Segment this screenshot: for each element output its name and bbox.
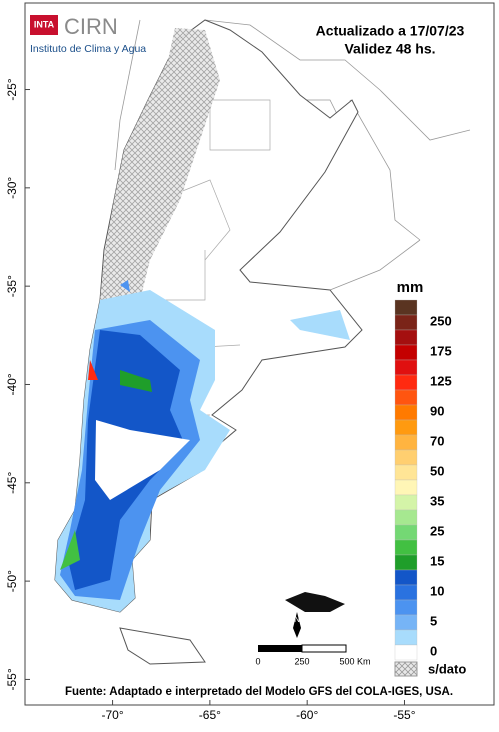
malvinas	[285, 592, 345, 612]
updated: Actualizado a 17/07/23	[316, 23, 465, 39]
legend-swatch	[394, 329, 418, 346]
legend-swatch	[394, 584, 418, 601]
legend-swatch	[394, 539, 418, 556]
legend-label: 50	[430, 463, 444, 478]
legend-swatch	[394, 524, 418, 541]
logo-name: CIRN	[64, 14, 118, 39]
legend-swatch	[394, 509, 418, 526]
legend-swatch	[394, 614, 418, 631]
tierra-del-fuego	[119, 627, 206, 665]
legend-swatch	[394, 464, 418, 481]
north-label: N	[294, 615, 300, 624]
legend-label: 175	[430, 343, 452, 358]
legend-label: 70	[430, 433, 444, 448]
lon-label: -70°	[101, 708, 123, 722]
no-data-area	[100, 28, 220, 330]
legend-swatch	[394, 419, 418, 436]
legend-swatch	[394, 554, 418, 571]
legend-label: 25	[430, 523, 444, 538]
nodata-label: s/dato	[428, 661, 466, 676]
precip-fields	[55, 280, 350, 612]
legend-label: 250	[430, 313, 452, 328]
legend-label: 0	[430, 643, 437, 658]
legend-swatch	[394, 314, 418, 331]
logo-subtitle: Instituto de Clima y Agua	[30, 43, 146, 55]
scale-label: 0	[255, 656, 260, 666]
scale-label: 250	[294, 656, 309, 666]
legend-label: 10	[430, 583, 444, 598]
legend-swatch	[394, 389, 418, 406]
legend-swatch	[394, 644, 418, 661]
lat-label: -35°	[5, 275, 19, 297]
north-arrow	[293, 612, 301, 638]
scale-label: 500 Km	[339, 656, 370, 666]
lon-label: -65°	[199, 708, 221, 722]
legend-swatch	[394, 599, 418, 616]
footer: Fuente: Adaptado e interpretado del Mode…	[65, 686, 453, 698]
lat-label: -40°	[5, 373, 19, 395]
legend-swatch	[394, 479, 418, 496]
legend-swatch	[394, 374, 418, 391]
legend-swatch	[394, 569, 418, 586]
lat-label: -30°	[5, 177, 19, 199]
legend-swatch	[394, 629, 418, 646]
logo-badge-text: INTA	[34, 19, 55, 29]
legend-label: 125	[430, 373, 452, 388]
legend-label: 35	[430, 493, 444, 508]
lon-label: -55°	[393, 708, 415, 722]
legend-label: 90	[430, 403, 444, 418]
legend-label: 15	[430, 553, 444, 568]
legend-title: mm	[397, 279, 424, 296]
lat-label: -55°	[5, 668, 19, 690]
lon-label: -60°	[296, 708, 318, 722]
lat-label: -45°	[5, 472, 19, 494]
legend-swatch	[394, 344, 418, 361]
logo-badge	[30, 15, 58, 35]
legend-swatch	[394, 299, 418, 316]
legend-swatch	[394, 494, 418, 511]
legend-label: 5	[430, 613, 437, 628]
lat-label: -50°	[5, 570, 19, 592]
scale-bar	[258, 645, 302, 652]
legend-swatch	[394, 404, 418, 421]
nodata-swatch	[394, 661, 418, 677]
validity: Validez 48 hs.	[344, 41, 435, 57]
legend-swatch	[394, 434, 418, 451]
scale-bar	[301, 644, 347, 653]
lat-label: -25°	[5, 78, 19, 100]
legend-swatch	[394, 359, 418, 376]
legend-swatch	[394, 449, 418, 466]
